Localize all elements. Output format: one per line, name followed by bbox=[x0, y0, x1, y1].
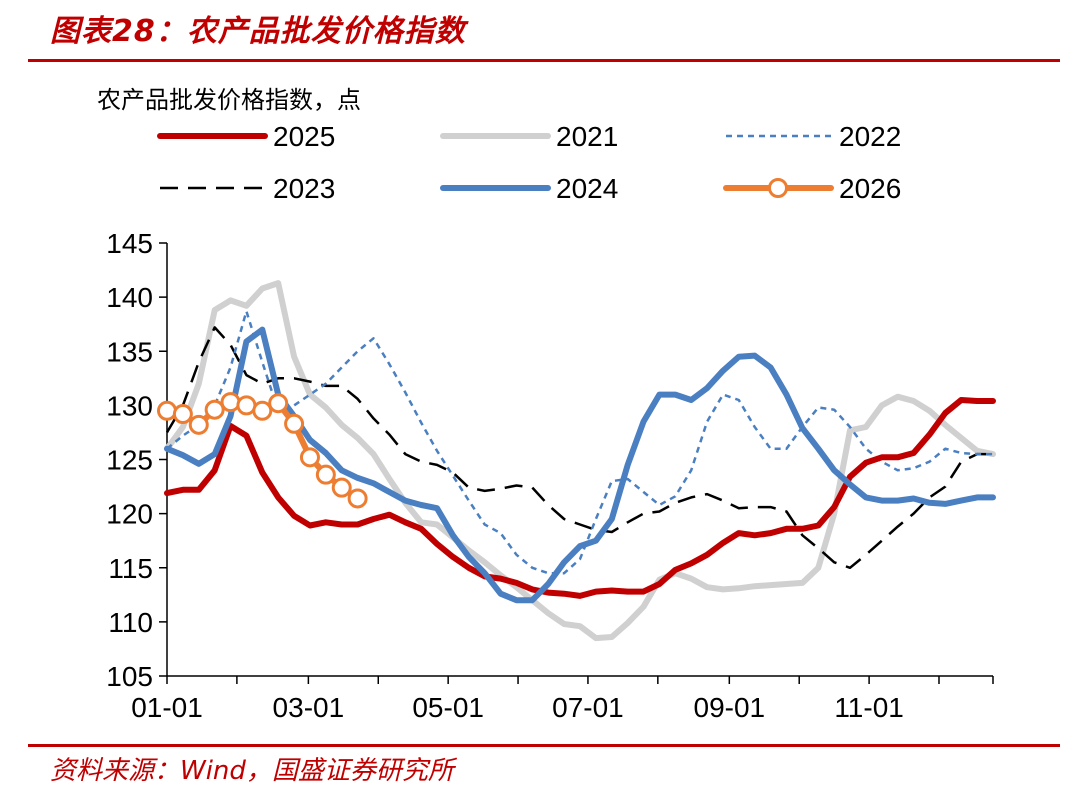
y-tick-label: 140 bbox=[106, 282, 153, 313]
y-tick-label: 115 bbox=[108, 553, 153, 584]
series-line-2023 bbox=[165, 326, 993, 570]
axes: 105 110 115 120 125 130 135 140 145 01-01 03-01 05-… bbox=[106, 228, 994, 723]
legend-label-2024: 2024 bbox=[556, 173, 618, 204]
y-tick-label: 145 bbox=[106, 228, 153, 259]
series-line-2022 bbox=[166, 309, 993, 575]
series-line-2024 bbox=[164, 326, 996, 604]
legend-label-2021: 2021 bbox=[556, 121, 618, 152]
chart-title: 图表28：农产品批发价格指数 bbox=[50, 14, 466, 49]
source-note: 资料来源：Wind，国盛证券研究所 bbox=[50, 756, 454, 786]
series-point-2026 bbox=[347, 488, 368, 509]
series-point-2026 bbox=[172, 404, 193, 425]
x-tick-label: 03-01 bbox=[273, 692, 345, 723]
series-point-2026 bbox=[268, 393, 289, 414]
y-tick-label: 130 bbox=[106, 390, 153, 421]
y-tick-label: 120 bbox=[106, 499, 153, 530]
x-tick-label: 09-01 bbox=[694, 692, 766, 723]
y-axis-title: 农产品批发价格指数，点 bbox=[97, 86, 361, 114]
y-tick-label: 105 bbox=[106, 661, 153, 692]
legend-label-2026: 2026 bbox=[839, 173, 901, 204]
y-tick-label: 110 bbox=[108, 607, 153, 638]
line-chart: 农产品批发价格指数，点 2025 2021 2022 2023 2024 2026 105… bbox=[97, 86, 996, 723]
legend: 2025 2021 2022 2023 2024 2026 bbox=[157, 121, 901, 204]
series-point-2026 bbox=[252, 400, 273, 421]
x-tick-label: 01-01 bbox=[131, 692, 203, 723]
series-point-2026 bbox=[284, 413, 305, 434]
x-tick-label: 05-01 bbox=[412, 692, 484, 723]
legend-marker-2026 bbox=[768, 178, 788, 198]
legend-label-2022: 2022 bbox=[839, 121, 901, 152]
series-point-2026 bbox=[188, 414, 209, 435]
series-point-2026 bbox=[299, 447, 320, 468]
legend-label-2025: 2025 bbox=[273, 121, 335, 152]
series-line-2025 bbox=[164, 397, 996, 599]
y-tick-label: 135 bbox=[106, 336, 153, 367]
x-tick-label: 11-01 bbox=[834, 692, 904, 723]
series-point-2026 bbox=[204, 399, 225, 420]
series-point-2026 bbox=[220, 392, 241, 413]
x-tick-label: 07-01 bbox=[552, 692, 624, 723]
footer-divider bbox=[28, 744, 1060, 747]
legend-label-2023: 2023 bbox=[273, 173, 335, 204]
series-line-2021 bbox=[164, 280, 996, 642]
y-tick-label: 125 bbox=[106, 445, 153, 476]
series-layer bbox=[157, 280, 996, 642]
series-point-2026 bbox=[315, 464, 336, 485]
title-divider bbox=[28, 59, 1060, 62]
series-point-2026 bbox=[157, 400, 177, 421]
series-point-2026 bbox=[331, 477, 352, 498]
